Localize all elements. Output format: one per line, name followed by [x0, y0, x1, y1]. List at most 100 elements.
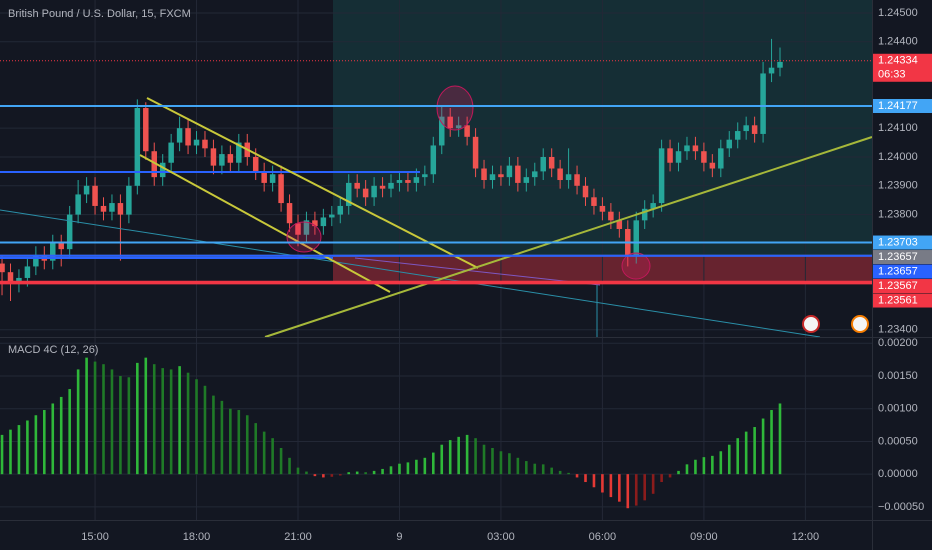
histogram-bar [482, 444, 486, 475]
histogram-bar [736, 438, 740, 475]
histogram-bar [592, 474, 596, 488]
histogram-bar [212, 395, 215, 475]
countdown-label: 06:33 [878, 69, 906, 81]
price-label: 1.23561 [878, 294, 918, 306]
candle-body [252, 156, 259, 172]
candle-body [557, 168, 563, 181]
price-label-box [873, 279, 932, 294]
histogram-bar [347, 472, 351, 475]
y-tick-label: 1.24400 [878, 36, 918, 48]
price-label: 1.24177 [878, 100, 918, 112]
candle-body [168, 142, 174, 163]
histogram-bar [398, 463, 401, 475]
histogram-bar [389, 466, 393, 475]
y-tick-label: 0.00200 [878, 337, 918, 349]
candle-body [100, 205, 107, 212]
histogram-bar [245, 415, 249, 475]
candle-body [439, 116, 445, 146]
histogram-bar [415, 459, 418, 475]
histogram-bar [533, 463, 537, 475]
histogram-bar [694, 459, 697, 475]
price-label: 1.23657 [878, 251, 918, 263]
candle-body [430, 145, 437, 175]
histogram-bar [575, 474, 579, 478]
candle-body [532, 171, 538, 178]
histogram-bar [744, 431, 748, 475]
y-tick-label: 0.00150 [878, 370, 918, 382]
histogram-bar [0, 434, 4, 475]
candle-body [498, 174, 504, 178]
candle-body [33, 254, 39, 267]
trend-line [139, 154, 391, 293]
candle-body [66, 214, 73, 250]
indicator-title: MACD 4C (12, 26) [8, 344, 98, 356]
histogram-bar [584, 474, 587, 483]
highlight-circle [286, 221, 322, 253]
histogram-bar [651, 474, 655, 494]
y-tick-label: 0.00050 [878, 435, 918, 447]
candle-body [633, 220, 639, 255]
price-label: 1.23703 [878, 236, 918, 248]
candle-body [709, 162, 716, 169]
trend-line [264, 136, 873, 338]
candle-body [506, 165, 513, 178]
candle-body [515, 165, 521, 183]
candle-body [734, 131, 741, 140]
candle-body [616, 220, 623, 229]
histogram-bar [68, 389, 71, 475]
y-tick-label: 0.00000 [878, 468, 918, 480]
candle-body [447, 116, 453, 129]
histogram-bar [102, 364, 105, 475]
histogram-bar [254, 423, 258, 475]
histogram-bar [17, 425, 21, 475]
histogram-bar [110, 369, 114, 475]
candle-body [286, 203, 293, 224]
candle-body [371, 185, 377, 198]
candle-body [574, 174, 580, 186]
candle-body [692, 145, 699, 152]
histogram-bar [203, 385, 207, 475]
candle-body [236, 142, 242, 163]
candle-body [303, 220, 310, 235]
candle-body [388, 182, 394, 189]
candle-body [396, 180, 403, 183]
candle-body [489, 174, 496, 181]
candle-body [75, 194, 81, 215]
histogram-bar [178, 366, 181, 475]
candle-body [92, 185, 98, 206]
histogram-bar [322, 474, 325, 478]
histogram-bar [753, 427, 756, 475]
candle-body [565, 174, 572, 181]
candle-body [548, 156, 555, 169]
histogram-bar [550, 467, 553, 475]
candle-body [718, 148, 724, 169]
histogram-bar [508, 453, 511, 475]
trend-line [354, 257, 601, 286]
histogram-bar [618, 474, 621, 502]
candle-body [684, 145, 690, 152]
candle-body [58, 243, 64, 250]
candle-body [599, 205, 606, 212]
histogram-bar [474, 438, 477, 475]
y-tick-label: 1.24000 [878, 151, 918, 163]
candle-body [0, 263, 5, 273]
price-label: 1.23657 [878, 265, 918, 277]
histogram-bar [364, 472, 367, 475]
histogram-bar [668, 474, 672, 478]
candle-body [227, 154, 234, 163]
event-flag[interactable] [851, 315, 869, 333]
chart-title: British Pound / U.S. Dollar, 15, FXCM [8, 8, 191, 20]
candle-body [134, 108, 141, 186]
candle-body [50, 243, 56, 261]
histogram-bar [719, 451, 723, 475]
candle-body [379, 185, 386, 189]
y-tick-label: −0.00050 [878, 501, 924, 513]
candle-body [193, 139, 200, 146]
price-label: 1.23567 [878, 280, 918, 292]
event-flag[interactable] [802, 315, 820, 333]
histogram-bar [195, 379, 198, 475]
price-label-box [873, 235, 932, 250]
histogram-bar [465, 434, 469, 475]
histogram-bar [119, 375, 122, 475]
